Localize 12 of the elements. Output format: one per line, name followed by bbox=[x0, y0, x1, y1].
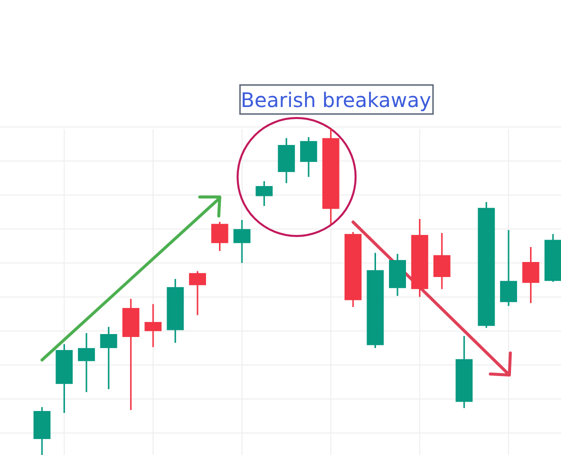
candlestick bbox=[433, 232, 450, 290]
candlestick bbox=[78, 332, 95, 393]
candlestick bbox=[300, 136, 318, 178]
candlestick bbox=[211, 221, 228, 252]
candlestick bbox=[144, 303, 162, 348]
candlestick bbox=[522, 246, 540, 304]
candlestick bbox=[233, 219, 250, 264]
candlestick bbox=[256, 180, 273, 207]
candlestick bbox=[189, 270, 206, 316]
text: Bearish breakaway bbox=[240, 88, 432, 112]
candlestick bbox=[100, 326, 118, 390]
candlestick bbox=[500, 229, 518, 307]
